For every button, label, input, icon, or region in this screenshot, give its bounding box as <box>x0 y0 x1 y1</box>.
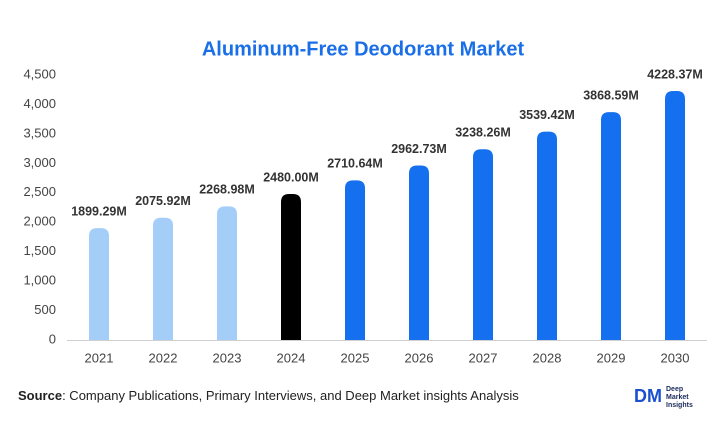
y-tick-label: 1,500 <box>23 243 56 258</box>
chart-title: Aluminum-Free Deodorant Market <box>202 38 525 60</box>
bar <box>537 131 557 340</box>
x-tick-label: 2029 <box>597 350 626 365</box>
x-tick-label: 2027 <box>469 350 498 365</box>
bar <box>281 193 301 340</box>
bar <box>89 228 109 340</box>
value-label: 2268.98M <box>199 183 255 197</box>
logo-line: Deep <box>666 386 683 393</box>
logo: DM Deep Market Insights <box>634 386 693 409</box>
source-note: Source: Company Publications, Primary In… <box>18 388 519 403</box>
y-tick-label: 2,000 <box>23 214 56 229</box>
logo-line: Insights <box>666 402 693 409</box>
value-label: 4228.37M <box>647 67 703 81</box>
y-tick-label: 1,000 <box>23 273 56 288</box>
bar <box>473 149 493 340</box>
x-tick-label: 2022 <box>149 350 178 365</box>
bar <box>409 165 429 340</box>
source-text: : Company Publications, Primary Intervie… <box>62 388 519 403</box>
y-tick-label: 0 <box>49 331 56 346</box>
source-label: Source <box>18 388 62 403</box>
x-tick-label: 2026 <box>405 350 434 365</box>
y-tick-label: 2,500 <box>23 184 56 199</box>
bar <box>601 112 621 340</box>
value-label: 3238.26M <box>455 126 511 140</box>
y-tick-label: 4,500 <box>23 66 56 81</box>
x-tick-label: 2025 <box>341 350 370 365</box>
y-tick-label: 3,500 <box>23 125 56 140</box>
y-tick-label: 3,000 <box>23 155 56 170</box>
value-label: 2480.00M <box>263 170 319 184</box>
x-tick-label: 2024 <box>277 350 306 365</box>
value-label: 2075.92M <box>135 194 191 208</box>
x-tick-label: 2021 <box>85 350 114 365</box>
value-label: 2710.64M <box>327 157 383 171</box>
logo-line: Market <box>666 394 689 401</box>
x-tick-label: 2023 <box>213 350 242 365</box>
value-label: 3868.59M <box>583 88 639 102</box>
value-label: 1899.29M <box>71 204 127 218</box>
bar <box>665 90 685 340</box>
bar <box>153 217 173 340</box>
x-tick-label: 2030 <box>661 350 690 365</box>
logo-mark: DM <box>634 386 662 406</box>
bar <box>345 180 365 340</box>
y-tick-label: 4,000 <box>23 96 56 111</box>
x-tick-label: 2028 <box>533 350 562 365</box>
bar <box>217 206 237 340</box>
value-label: 2962.73M <box>391 142 447 156</box>
y-tick-label: 500 <box>34 302 56 317</box>
value-label: 3539.42M <box>519 108 575 122</box>
